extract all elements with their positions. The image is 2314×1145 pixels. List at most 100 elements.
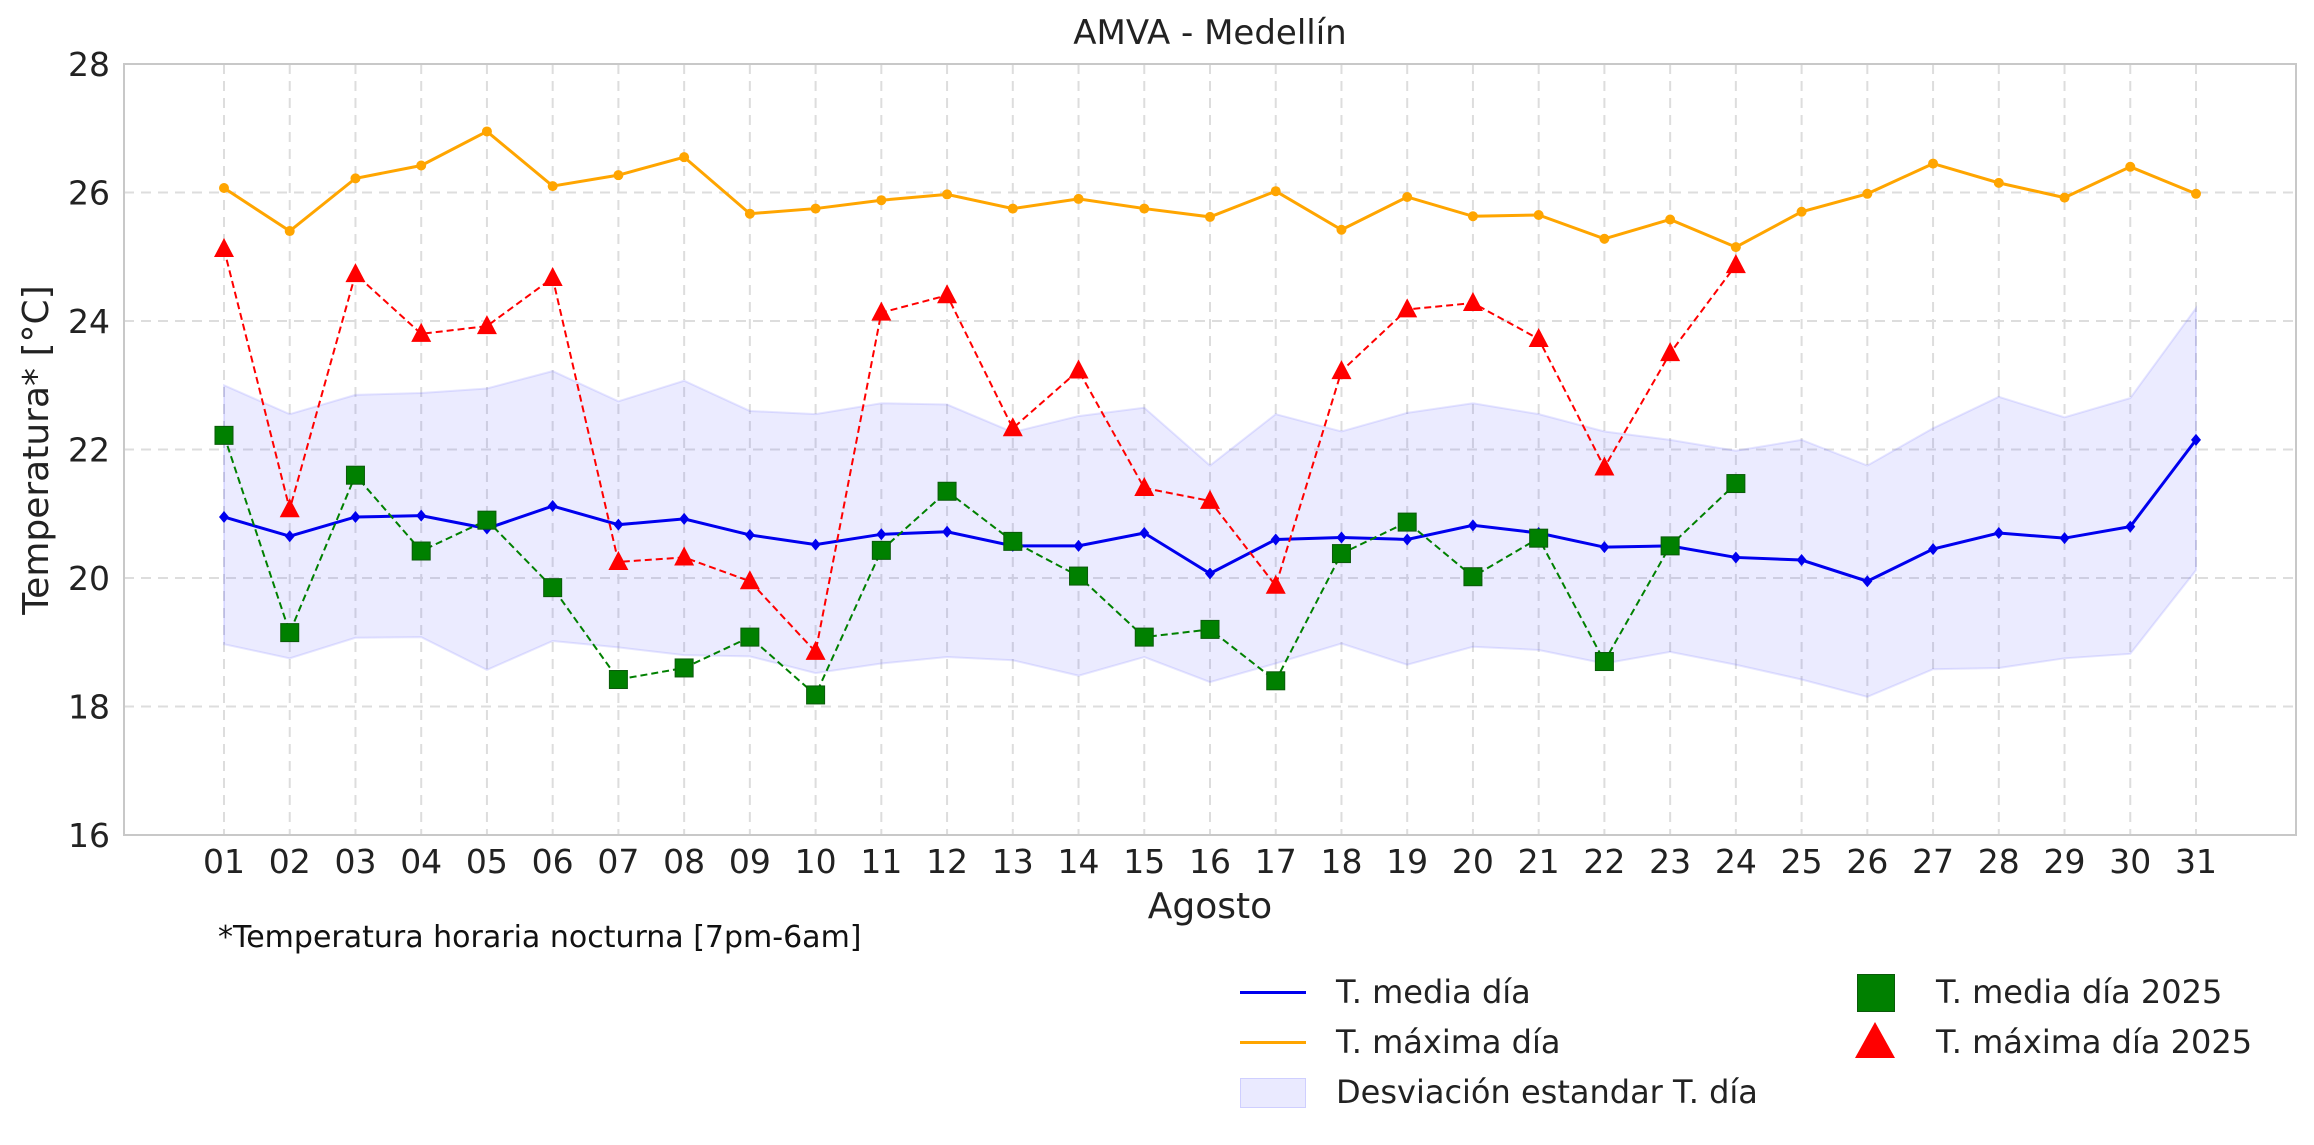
x-tick-label: 20 bbox=[1452, 842, 1494, 881]
series-line bbox=[223, 435, 1737, 697]
x-tick-label: 05 bbox=[466, 842, 508, 881]
data-point bbox=[1205, 211, 1215, 222]
data-point bbox=[2191, 188, 2201, 199]
legend-item-media: T. media día bbox=[1238, 968, 1531, 1016]
data-point bbox=[279, 498, 300, 518]
x-tick-label: 25 bbox=[1781, 842, 1823, 881]
data-point bbox=[1528, 327, 1549, 347]
x-tick-label: 21 bbox=[1518, 842, 1560, 881]
y-tick-label: 26 bbox=[68, 174, 110, 213]
x-tick-label: 06 bbox=[532, 842, 574, 881]
data-point bbox=[284, 226, 295, 237]
data-point bbox=[810, 203, 821, 214]
x-tick-label: 15 bbox=[1123, 842, 1165, 881]
legend-label-media2025: T. media día 2025 bbox=[1936, 973, 2223, 1011]
x-tick-label: 31 bbox=[2175, 842, 2217, 881]
x-tick-label: 17 bbox=[1255, 842, 1297, 881]
chart-title: AMVA - Medellín bbox=[1073, 13, 1346, 53]
data-point bbox=[744, 208, 755, 219]
data-point bbox=[1599, 541, 1610, 554]
data-point bbox=[411, 541, 431, 561]
x-tick-label: 09 bbox=[729, 842, 771, 881]
data-point bbox=[1331, 544, 1351, 564]
data-point bbox=[613, 170, 624, 181]
series-3 bbox=[214, 238, 1746, 660]
x-tick-label: 01 bbox=[203, 842, 245, 881]
data-point bbox=[214, 425, 234, 445]
data-point bbox=[679, 512, 690, 525]
legend-item-media2025: T. media día 2025 bbox=[1838, 968, 2222, 1016]
x-tick-label: 12 bbox=[926, 842, 968, 881]
data-point bbox=[1068, 359, 1089, 379]
legend-item-maxima2025: T. máxima día 2025 bbox=[1838, 1018, 2252, 1066]
legend-square-green-icon bbox=[1838, 968, 1908, 1016]
data-point bbox=[219, 510, 229, 523]
data-point bbox=[1730, 551, 1741, 564]
x-tick-label: 22 bbox=[1583, 842, 1625, 881]
data-point bbox=[1397, 298, 1418, 318]
data-point bbox=[744, 528, 755, 541]
x-tick-label: 26 bbox=[1846, 842, 1888, 881]
x-tick-label: 10 bbox=[795, 842, 837, 881]
x-tick-label: 03 bbox=[334, 842, 376, 881]
x-tick-label: 18 bbox=[1320, 842, 1362, 881]
series-1 bbox=[219, 126, 2201, 253]
data-point bbox=[810, 538, 821, 551]
y-tick-label: 16 bbox=[68, 816, 110, 855]
data-point bbox=[1599, 233, 1610, 244]
data-point bbox=[871, 301, 892, 321]
legend-item-desviacion: Desviación estandar T. día bbox=[1238, 1068, 1758, 1116]
data-point bbox=[1073, 193, 1084, 204]
legend-line-blue-icon bbox=[1238, 968, 1308, 1016]
x-tick-label: 23 bbox=[1649, 842, 1691, 881]
x-tick-label: 02 bbox=[269, 842, 311, 881]
data-point bbox=[1928, 158, 1939, 169]
data-point bbox=[1336, 224, 1347, 235]
data-point bbox=[876, 528, 887, 541]
footnote: *Temperatura horaria nocturna [7pm-6am] bbox=[218, 920, 862, 955]
data-point bbox=[2125, 520, 2136, 533]
data-point bbox=[1134, 627, 1154, 647]
data-point bbox=[674, 546, 695, 566]
x-tick-label: 07 bbox=[597, 842, 639, 881]
data-point bbox=[1993, 527, 2004, 540]
x-tick-label: 24 bbox=[1715, 842, 1757, 881]
plot-frame bbox=[123, 63, 2297, 836]
data-point bbox=[1200, 489, 1220, 509]
data-point bbox=[740, 627, 760, 647]
data-point bbox=[350, 173, 361, 184]
x-tick-label: 19 bbox=[1386, 842, 1428, 881]
data-point bbox=[2125, 161, 2136, 172]
data-point bbox=[345, 263, 366, 283]
x-tick-label: 27 bbox=[1912, 842, 1954, 881]
data-point bbox=[1200, 619, 1220, 639]
data-point bbox=[1397, 512, 1417, 532]
data-point bbox=[481, 126, 492, 137]
data-point bbox=[1660, 342, 1681, 362]
data-point bbox=[608, 550, 629, 570]
data-point bbox=[2191, 433, 2201, 446]
data-point bbox=[608, 670, 628, 690]
data-point bbox=[477, 510, 497, 530]
data-point bbox=[1533, 209, 1544, 220]
x-tick-label: 30 bbox=[2109, 842, 2151, 881]
data-point bbox=[547, 181, 558, 192]
legend-label-media: T. media día bbox=[1336, 973, 1531, 1011]
data-point bbox=[1002, 417, 1023, 437]
data-point bbox=[1529, 528, 1549, 548]
data-point bbox=[1730, 242, 1741, 253]
data-point bbox=[1928, 543, 1939, 556]
data-point bbox=[1266, 671, 1286, 691]
x-tick-label: 11 bbox=[860, 842, 902, 881]
data-point bbox=[1402, 533, 1413, 546]
data-point bbox=[2059, 532, 2070, 545]
data-point bbox=[679, 152, 690, 163]
legend-line-orange-icon bbox=[1238, 1018, 1308, 1066]
legend: T. media día T. máxima día Desviación es… bbox=[1238, 968, 2308, 1138]
data-point bbox=[1796, 206, 1807, 217]
data-point bbox=[1796, 554, 1807, 567]
data-point bbox=[1463, 567, 1483, 587]
data-point bbox=[345, 465, 365, 485]
x-tick-label: 08 bbox=[663, 842, 705, 881]
